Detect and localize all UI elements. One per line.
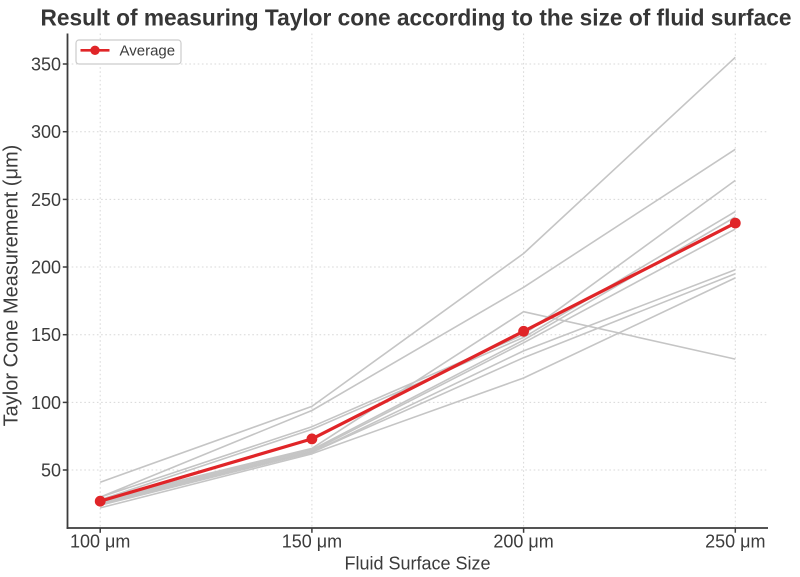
svg-text:150: 150 bbox=[31, 325, 61, 345]
svg-text:350: 350 bbox=[31, 54, 61, 74]
svg-text:150 μm: 150 μm bbox=[282, 532, 342, 552]
svg-text:250 μm: 250 μm bbox=[705, 532, 765, 552]
svg-text:100: 100 bbox=[31, 393, 61, 413]
svg-text:200: 200 bbox=[31, 257, 61, 277]
svg-text:100 μm: 100 μm bbox=[70, 532, 130, 552]
svg-text:Fluid Surface Size: Fluid Surface Size bbox=[344, 554, 490, 574]
svg-text:Taylor Cone Measurement (μm): Taylor Cone Measurement (μm) bbox=[1, 145, 23, 427]
svg-text:50: 50 bbox=[41, 460, 61, 480]
svg-text:Average: Average bbox=[120, 43, 176, 60]
svg-text:200 μm: 200 μm bbox=[493, 532, 553, 552]
svg-text:250: 250 bbox=[31, 190, 61, 210]
svg-text:300: 300 bbox=[31, 122, 61, 142]
svg-text:Result of measuring Taylor con: Result of measuring Taylor cone accordin… bbox=[41, 5, 792, 31]
